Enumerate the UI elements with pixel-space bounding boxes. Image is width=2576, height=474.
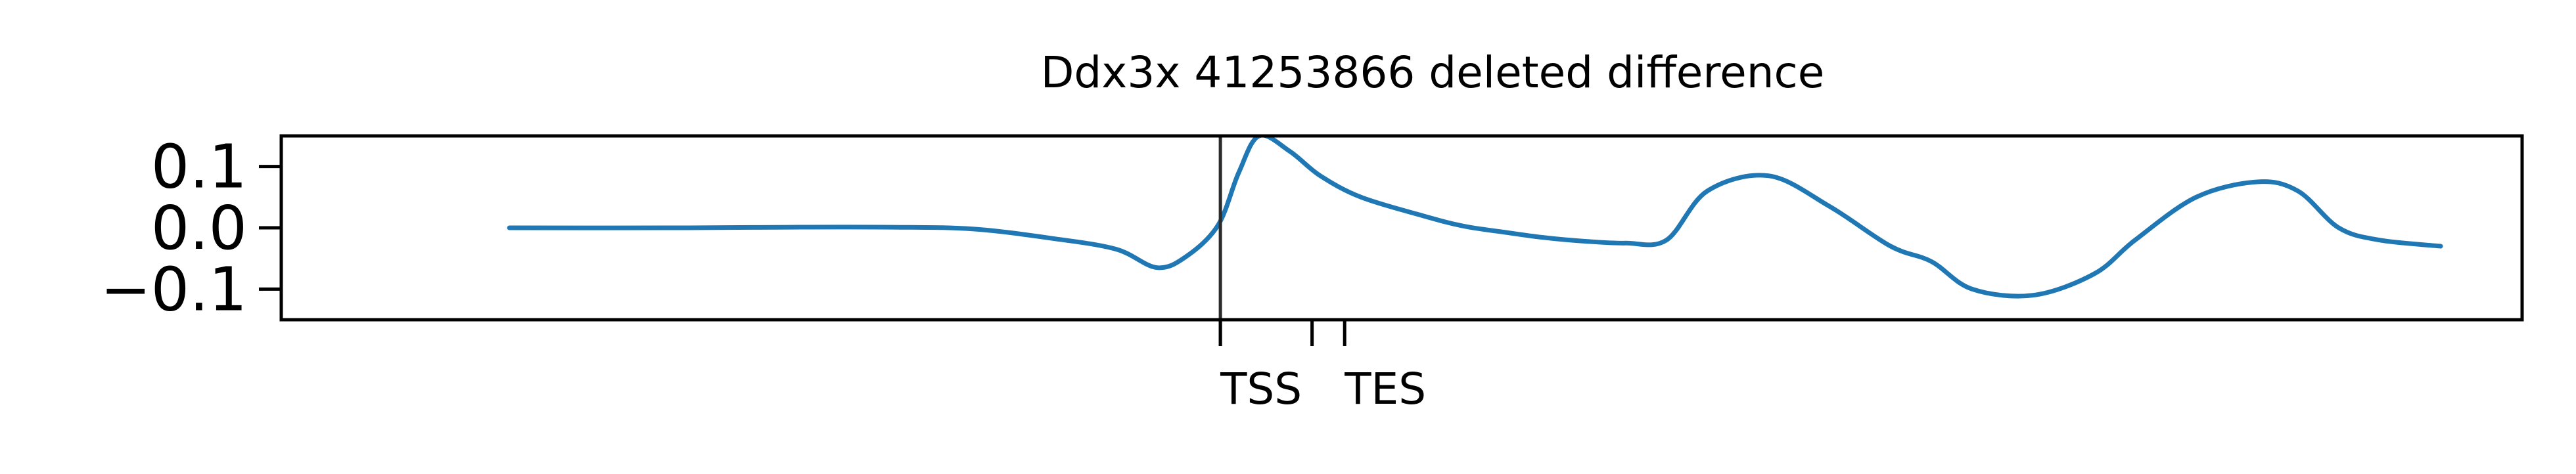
ytick-label-0: 0.1 <box>151 132 247 202</box>
series-line-0 <box>507 136 2443 299</box>
plot-area <box>507 136 2443 346</box>
xtick-label-0: TSS <box>1220 364 1302 414</box>
axes: 0.10.0−0.1 TSS TES <box>101 132 2524 414</box>
ytick-label-1: 0.0 <box>151 193 247 263</box>
ytick-label-2: −0.1 <box>101 254 247 324</box>
xtick-label-2: TES <box>1344 364 1426 414</box>
chart-title: Ddx3x 41253866 deleted difference <box>1041 47 1825 98</box>
